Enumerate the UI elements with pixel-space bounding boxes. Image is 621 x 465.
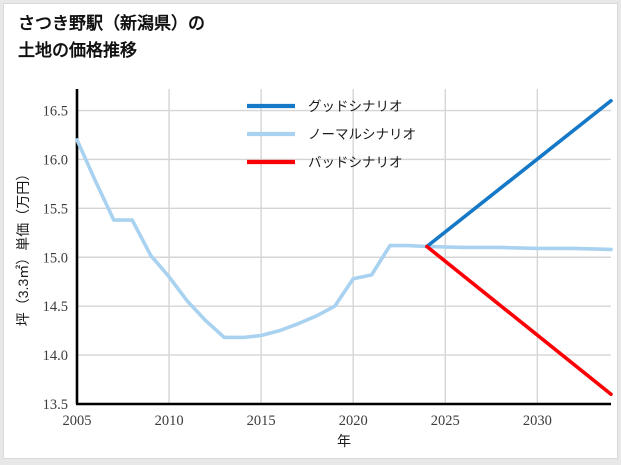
y-tick-label: 15.0 [43, 250, 68, 266]
y-tick-label: 14.0 [43, 348, 68, 364]
y-tick-labels: 13.5 14.0 14.5 15.0 15.5 16.0 16.5 [43, 104, 68, 413]
series-line-good [425, 98, 613, 249]
y-tick-label: 16.5 [43, 104, 68, 120]
x-tick-labels: 2005 2010 2015 2020 2025 2030 [63, 413, 552, 429]
y-tick-label: 14.5 [43, 299, 68, 315]
legend-label: ノーマルシナリオ [308, 127, 416, 142]
y-tick-label: 16.0 [43, 152, 68, 168]
x-tick-label: 2015 [247, 413, 276, 429]
y-axis-label: 坪（3.3㎡）単価（万円） [15, 167, 31, 326]
x-tick-label: 2030 [523, 413, 552, 429]
x-tick-label: 2005 [63, 413, 92, 429]
series-line-normal [75, 138, 613, 340]
chart-plot-area: 13.5 14.0 14.5 15.0 15.5 16.0 16.5 2005 2010 201… [4, 4, 619, 460]
y-tick-label: 15.5 [43, 201, 68, 217]
chart-canvas: さつき野駅（新潟県）の 土地の価格推移 13.5 14.0 14.5 15.0 15.5… [3, 3, 618, 459]
page-title: さつき野駅（新潟県）の 土地の価格推移 [18, 14, 205, 60]
x-tick-label: 2020 [339, 413, 368, 429]
x-tick-label: 2025 [431, 413, 460, 429]
series-lines [75, 98, 613, 397]
series-line-bad [425, 244, 613, 397]
x-axis-label: 年 [337, 433, 351, 449]
x-tick-label: 2010 [155, 413, 184, 429]
legend-label: グッドシナリオ [308, 99, 403, 114]
line-chart: 13.5 14.0 14.5 15.0 15.5 16.0 16.5 2005 2010 201… [15, 89, 613, 449]
y-tick-label: 13.5 [43, 397, 68, 413]
legend-label: バッドシナリオ [308, 155, 403, 170]
